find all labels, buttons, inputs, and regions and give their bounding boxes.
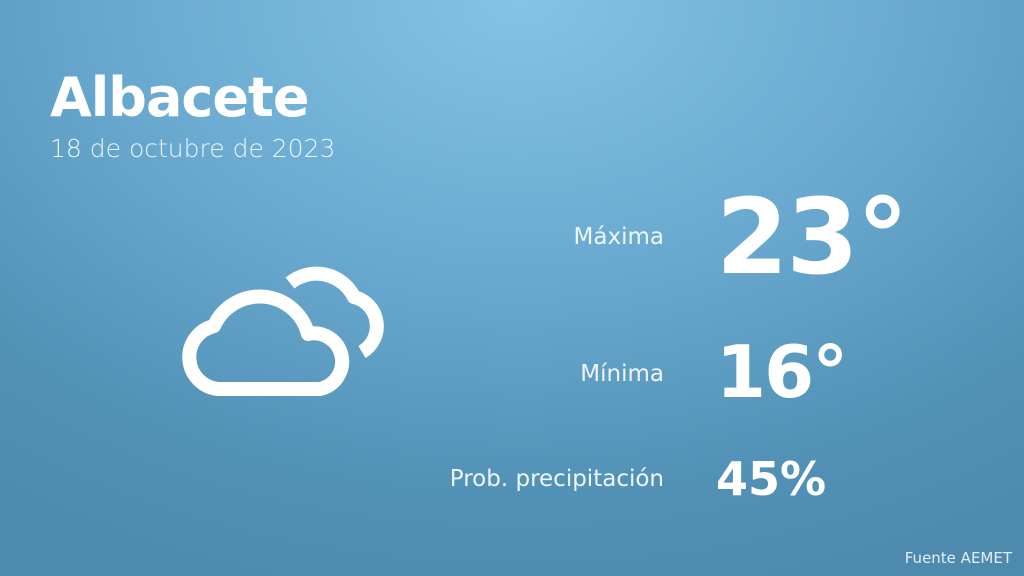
source-credit: Fuente AEMET <box>904 549 1012 567</box>
max-temp-value: 23° <box>716 176 909 298</box>
precip-value: 45% <box>716 452 827 506</box>
max-temp-label: Máxima <box>573 224 664 250</box>
precip-label: Prob. precipitación <box>449 466 664 492</box>
city-title: Albacete <box>50 66 309 129</box>
forecast-date: 18 de octubre de 2023 <box>50 134 336 163</box>
min-temp-value: 16° <box>716 330 848 414</box>
min-temp-label: Mínima <box>580 361 664 387</box>
